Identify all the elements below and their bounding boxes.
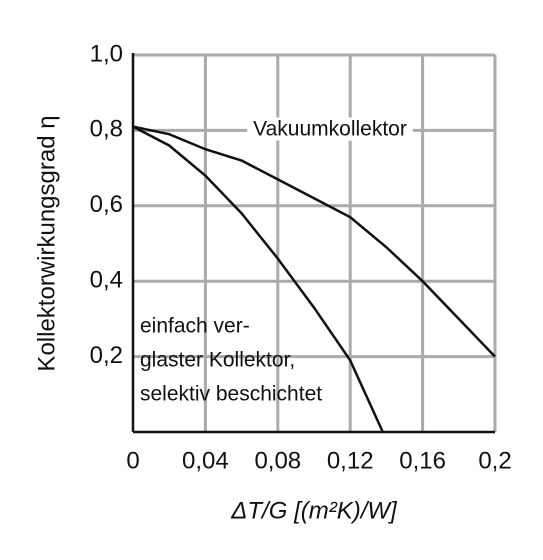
x-tick-label: 0 [126,447,139,474]
x-axis-label: ΔT/G [(m²K)/W] [230,497,398,524]
line-series [132,125,384,433]
annotation: einfach ver- [140,315,250,338]
y-axis-label: Kollektorwirkungsgrad η [33,115,60,371]
annotation: glaster Kollektor, [140,349,295,372]
x-tick-label: 0,08 [254,447,301,474]
y-tick-label: 0,8 [90,116,123,143]
y-tick-label: 0,6 [90,191,123,218]
line-series [132,125,496,358]
x-tick-label: 0,12 [327,447,374,474]
y-tick-label: 1,0 [90,40,123,67]
x-tick-label: 0,2 [478,447,511,474]
annotation: selektiv beschichtet [140,383,322,406]
y-tick-label: 0,2 [90,342,123,369]
annotation: Vakuumkollektor [253,118,407,141]
annotation-bg [247,117,413,141]
x-tick-label: 0,04 [182,447,229,474]
x-tick-label: 0,16 [399,447,446,474]
y-tick-label: 0,4 [90,267,123,294]
